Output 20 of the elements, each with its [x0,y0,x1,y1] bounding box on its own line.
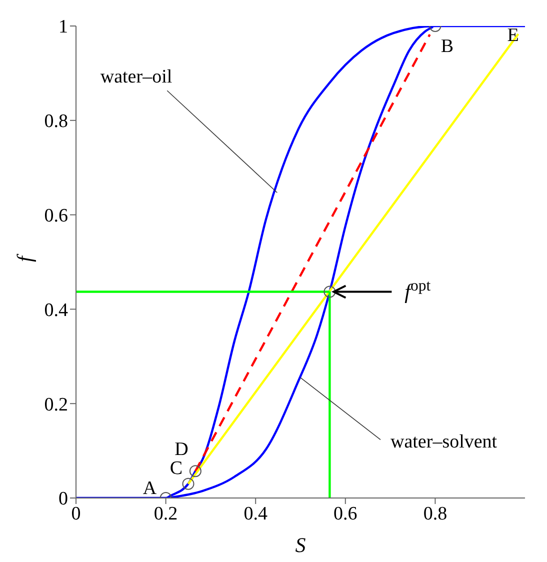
x-tick-label: 0.6 [334,503,358,524]
annotation: B [440,36,454,57]
x-tick-label: 0.2 [154,503,178,524]
annotation: water–solvent [390,432,498,453]
annotation: E [507,25,519,46]
y-tick-label: 0.8 [44,111,68,132]
y-tick-label: 0.6 [44,206,68,227]
annotation: f$^{opt}$ [404,277,432,304]
x-tick-label: 0.4 [244,503,268,524]
annotation: C [170,458,183,479]
y-tick-label: 0.4 [44,300,68,321]
y-axis-title: f [12,253,36,262]
annotation: A [142,478,157,499]
annotation: water–oil [100,66,172,88]
y-tick-label: 0 [58,488,68,510]
x-tick-label: 0.8 [423,503,448,524]
annotation: D [174,439,188,460]
y-tick-label: 1 [58,16,68,38]
y-tick-label: 0.2 [44,394,68,416]
x-axis-title: S [295,533,306,557]
